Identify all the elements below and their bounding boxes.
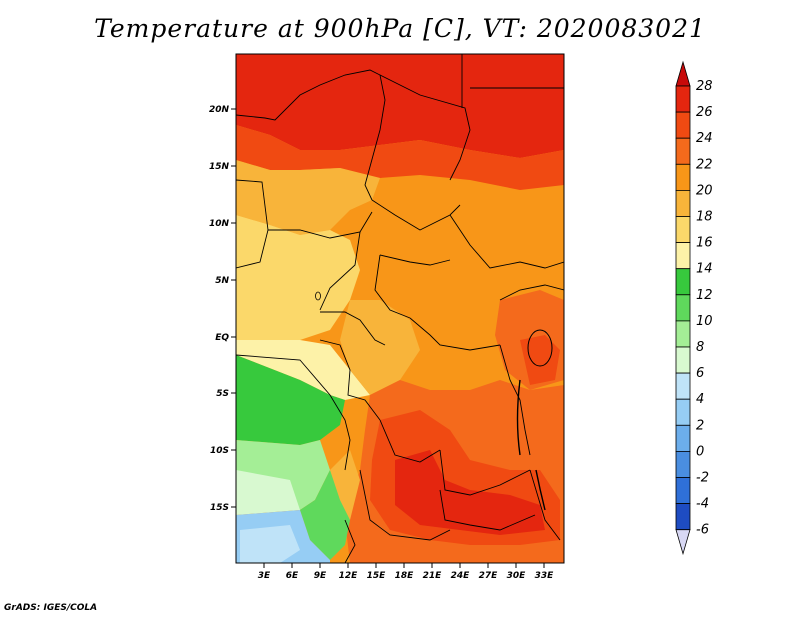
colorbar-swatch — [675, 372, 691, 400]
lat-label: 5S — [216, 389, 229, 399]
colorbar-swatch — [675, 216, 691, 244]
lon-label: 27E — [479, 571, 499, 581]
zone-8-ocean — [240, 525, 300, 563]
lon-label: 9E — [314, 571, 327, 581]
lat-label: 10N — [209, 219, 230, 229]
map-title: Temperature at 900hPa [C], VT: 202008302… — [94, 14, 706, 43]
colorbar-swatch — [675, 137, 691, 165]
colorbar-swatch — [675, 346, 691, 374]
bioko-island — [315, 291, 321, 301]
lake-tanganyika — [516, 379, 521, 456]
lon-label: 33E — [535, 571, 555, 581]
lon-label: 18E — [395, 571, 415, 581]
zone-26-north — [236, 125, 564, 190]
colorbar-swatch — [675, 320, 691, 348]
colorbar-label: 14 — [696, 262, 713, 277]
colorbar-swatch — [675, 242, 691, 270]
longitude-axis: 3E 6E 9E 12E 15E 18E 21E 24E 27E 30E 33E — [258, 563, 554, 581]
colorbar-label: 10 — [696, 314, 713, 329]
zone-28-south — [395, 450, 545, 535]
colorbar-swatch — [675, 424, 691, 452]
lat-label: 15N — [209, 162, 230, 172]
zone-18-west — [236, 215, 360, 340]
colorbar-label: 12 — [696, 288, 713, 303]
zone-28 — [236, 54, 564, 158]
zone-16-coast — [236, 340, 370, 400]
grads-credit: GrADS: IGES/COLA — [4, 603, 98, 613]
temperature-field — [236, 54, 564, 563]
colorbar-swatch — [675, 398, 691, 426]
colorbar-label: 8 — [696, 340, 704, 355]
colorbar-label: 28 — [696, 79, 713, 94]
lon-label: 6E — [286, 571, 299, 581]
colorbar-swatch — [675, 85, 691, 113]
lon-label: 21E — [423, 571, 443, 581]
colorbar-label: 24 — [696, 131, 713, 146]
lon-label: 12E — [339, 571, 359, 581]
borders — [236, 54, 564, 563]
colorbar-swatch — [675, 450, 691, 478]
zone-20-namib — [330, 450, 360, 520]
colorbar-swatch — [675, 294, 691, 322]
colorbar-swatch — [675, 477, 691, 505]
colorbar-over-triangle — [675, 60, 691, 87]
colorbar-label: -2 — [696, 471, 709, 486]
lon-label: 24E — [451, 571, 471, 581]
lat-label: 10S — [210, 446, 229, 456]
colorbar-label: 4 — [696, 392, 704, 407]
colorbar-label: 16 — [696, 236, 713, 251]
zone-26-east — [520, 335, 560, 385]
lat-label: 20N — [209, 105, 230, 115]
colorbar-under-triangle — [675, 529, 691, 556]
colorbar-label: 2 — [696, 418, 704, 433]
map-frame — [235, 53, 565, 564]
colorbar-label: 22 — [696, 157, 713, 172]
colorbar-label: -6 — [696, 523, 709, 538]
zone-20-west — [236, 160, 380, 235]
zone-9-ocean — [236, 470, 300, 515]
zone-14-ocean — [236, 355, 345, 445]
lake-victoria — [527, 329, 553, 367]
lat-label: 15S — [210, 503, 229, 513]
lon-label: 3E — [258, 571, 271, 581]
latitude-axis: 20N 15N 10N 5N EQ 5S 10S 15S — [209, 105, 236, 513]
lake-malawi — [535, 469, 546, 511]
colorbar-label: 20 — [696, 183, 713, 198]
colorbar-swatch — [675, 111, 691, 139]
colorbar-label: 0 — [696, 444, 704, 459]
lat-label: 5N — [215, 276, 229, 286]
colorbar-swatch — [675, 268, 691, 296]
colorbar-label: -4 — [696, 497, 709, 512]
colorbar-label: 26 — [696, 105, 713, 120]
colorbar-label: 18 — [696, 210, 713, 225]
lon-label: 30E — [507, 571, 527, 581]
colorbar-label: 6 — [696, 366, 704, 381]
colorbar-swatch — [675, 163, 691, 191]
lat-label: EQ — [215, 333, 229, 343]
zone-20-congo — [340, 300, 420, 395]
colorbar-swatch — [675, 503, 691, 531]
colorbar-swatch — [675, 189, 691, 217]
lon-label: 15E — [367, 571, 387, 581]
